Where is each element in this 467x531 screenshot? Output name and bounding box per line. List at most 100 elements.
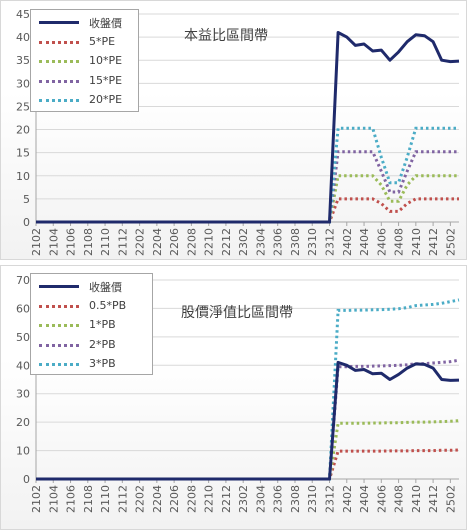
x-tick-label: 2402	[341, 485, 354, 513]
pe-band-chart-title: 本益比區間帶	[184, 28, 268, 44]
y-tick-label: 35	[16, 54, 30, 67]
legend-entry: 20*PE	[31, 90, 138, 110]
pe-band-chart: 0 5 10 15 20 25 30 35 40 45 2102 2104 2106 2108 2110 21…	[16, 8, 460, 256]
x-tick-label: 2112	[116, 485, 129, 513]
x-tick-label: 2310	[306, 485, 319, 513]
legend-swatch	[39, 60, 79, 63]
legend-label: 收盤價	[89, 281, 122, 294]
x-tick-label: 2108	[82, 228, 95, 256]
x-tick-label: 2206	[168, 228, 181, 256]
x-tick-label: 2212	[220, 228, 233, 256]
x-tick-label: 2206	[168, 485, 181, 513]
legend-swatch	[39, 324, 79, 327]
x-tick-label: 2112	[116, 228, 129, 256]
x-tick-label: 2402	[341, 228, 354, 256]
x-tick-label: 2308	[289, 228, 302, 256]
x-tick-label: 2208	[185, 485, 198, 513]
legend-entry: 5*PE	[31, 32, 138, 52]
y-tick-label: 20	[16, 124, 30, 137]
x-tick-label: 2410	[410, 485, 423, 513]
x-tick-label: 2306	[272, 485, 285, 513]
x-tick-label: 2312	[324, 485, 337, 513]
x-tick-label: 2212	[220, 485, 233, 513]
x-tick-label: 2408	[393, 485, 406, 513]
y-tick-label: 5	[23, 193, 30, 206]
series-line-0	[36, 31, 460, 224]
y-tick-label: 30	[16, 77, 30, 90]
x-tick-label: 2306	[272, 228, 285, 256]
legend-label: 15*PE	[89, 73, 123, 87]
legend-label: 20*PE	[89, 93, 123, 106]
pe-band-chart-panel: 0 5 10 15 20 25 30 35 40 45 2102 2104 2106 2108 2110 21…	[0, 0, 467, 260]
legend-entry: 收盤價	[31, 276, 152, 296]
pb-band-chart-panel: 0 10 20 30 40 50 60 70 2102 2104 2106 2108 2110 2112 2…	[0, 265, 467, 530]
pb-band-chart-title: 股價淨值比區間帶	[181, 305, 293, 321]
legend-entry: 收盤價	[31, 12, 138, 32]
x-tick-label: 2502	[444, 228, 457, 256]
x-tick-label: 2202	[134, 228, 147, 256]
legend-label: 收盤價	[89, 17, 122, 30]
x-tick-label: 2110	[99, 485, 112, 513]
series-line-0	[36, 360, 460, 481]
x-tick-label: 2406	[375, 485, 388, 513]
x-tick-label: 2204	[151, 485, 164, 513]
legend-entry: 2*PB	[31, 335, 152, 355]
legend-entry: 10*PE	[31, 51, 138, 71]
x-tick-label: 2412	[427, 228, 440, 256]
legend-swatch	[39, 285, 79, 288]
legend-entry: 0.5*PB	[31, 296, 152, 316]
legend-label: 0.5*PB	[89, 298, 127, 312]
x-tick-label: 2304	[254, 228, 267, 256]
x-tick-label: 2308	[289, 485, 302, 513]
y-tick-label: 40	[16, 31, 30, 44]
x-tick-label: 2502	[444, 485, 457, 513]
series-line-3	[36, 358, 460, 481]
x-tick-label: 2202	[134, 485, 147, 513]
x-tick-label: 2302	[237, 228, 250, 256]
x-tick-label: 2110	[99, 228, 112, 256]
y-tick-label: 40	[16, 359, 30, 372]
legend-swatch	[39, 40, 79, 44]
legend-label: 10*PE	[89, 54, 123, 67]
legend-label: 2*PB	[89, 337, 116, 351]
x-tick-label: 2210	[203, 228, 216, 256]
x-tick-label: 2302	[237, 485, 250, 513]
y-tick-label: 15	[16, 147, 30, 160]
x-tick-label: 2304	[254, 485, 267, 513]
x-tick-label: 2102	[30, 485, 43, 513]
x-tick-label: 2404	[358, 228, 371, 256]
series-line-4	[36, 126, 459, 224]
legend-label: 3*PB	[89, 357, 116, 370]
legend-swatch	[39, 363, 79, 366]
x-tick-label: 2410	[410, 228, 423, 256]
x-tick-label: 2104	[47, 485, 60, 513]
x-tick-label: 2310	[306, 228, 319, 256]
legend-swatch	[39, 21, 79, 24]
y-tick-label: 25	[16, 100, 30, 113]
pb-band-chart: 0 10 20 30 40 50 60 70 2102 2104 2106 2108 2110 2112 2…	[16, 274, 460, 513]
legend-label: 1*PB	[89, 318, 116, 331]
x-tick-label: 2102	[30, 228, 43, 256]
legend-entry: 1*PB	[31, 315, 152, 335]
y-tick-label: 70	[16, 274, 30, 287]
legend-swatch	[39, 343, 79, 347]
series-line-1	[36, 448, 460, 481]
x-tick-label: 2408	[393, 228, 406, 256]
x-tick-label: 2406	[375, 228, 388, 256]
x-tick-label: 2104	[47, 228, 60, 256]
x-tick-label: 2106	[65, 485, 78, 513]
x-tick-label: 2108	[82, 485, 95, 513]
pe-band-legend: 收盤價 5*PE 10*PE 15*PE 20*PE	[30, 9, 139, 112]
y-tick-label: 60	[16, 302, 30, 315]
x-tick-label: 2208	[185, 228, 198, 256]
x-tick-label: 2412	[427, 485, 440, 513]
legend-swatch	[39, 99, 79, 102]
legend-entry: 3*PB	[31, 354, 152, 374]
y-tick-label: 0	[23, 216, 30, 229]
series-line-1	[36, 197, 459, 224]
y-tick-label: 50	[16, 331, 30, 344]
x-tick-label: 2210	[203, 485, 216, 513]
legend-swatch	[39, 304, 79, 308]
x-tick-label: 2204	[151, 228, 164, 256]
legend-swatch	[39, 79, 79, 83]
